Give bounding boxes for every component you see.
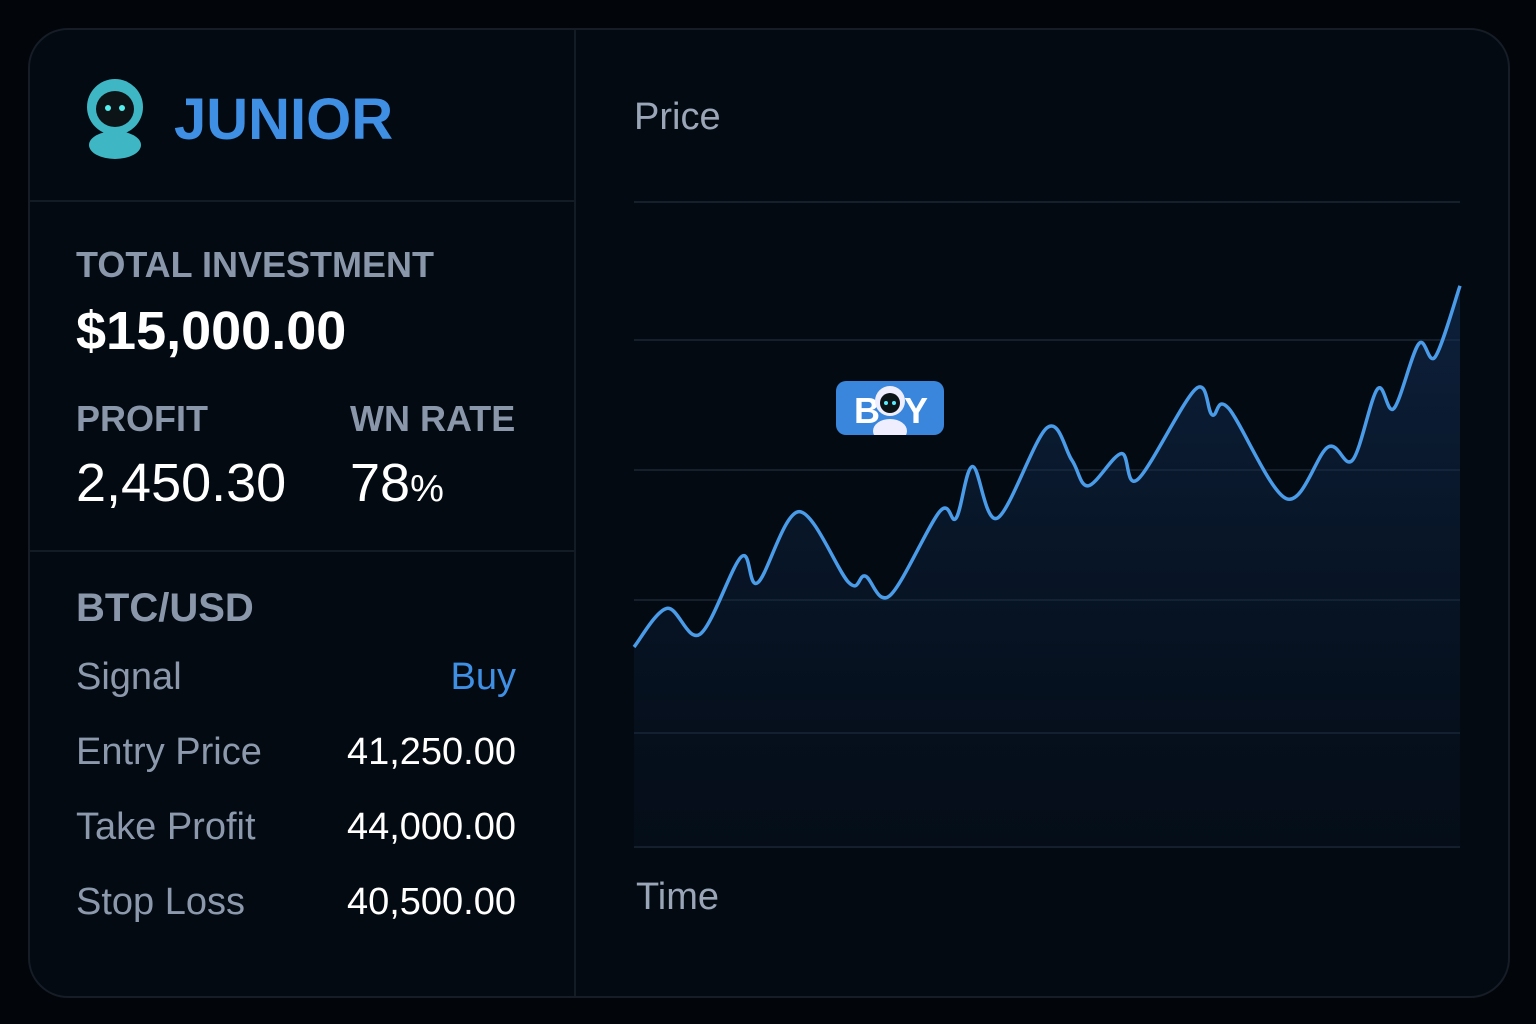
y-axis-label: Price [634, 96, 721, 138]
x-axis-label: Time [636, 876, 720, 918]
pair-label: BTC/USD [76, 586, 254, 630]
signal-row: Stop Loss 40,500.00 [76, 881, 516, 924]
row-value: 44,000.00 [346, 806, 516, 848]
profit-label: PROFIT [76, 398, 208, 439]
buy-signal-badge[interactable]: B Y [836, 381, 944, 435]
signal-row: Entry Price 41,250.00 [76, 731, 516, 774]
row-label: Entry Price [76, 731, 262, 773]
brand-header: JUNIOR [30, 30, 574, 202]
price-line [632, 285, 1462, 649]
signal-row: Signal Buy [76, 656, 516, 699]
row-value: Buy [450, 656, 516, 698]
win-rate-value: 78 [350, 453, 411, 513]
dashboard-card: JUNIOR TOTAL INVESTMENT $15,000.00 PROFI… [28, 28, 1510, 998]
price-area [634, 285, 1460, 848]
row-label: Stop Loss [76, 881, 245, 923]
total-investment-label: TOTAL INVESTMENT [76, 244, 435, 285]
win-rate-unit: % [410, 468, 444, 510]
price-chart [632, 201, 1462, 848]
stats-section: TOTAL INVESTMENT $15,000.00 PROFIT 2,450… [30, 200, 574, 552]
profit-value: 2,450.30 [76, 453, 287, 513]
row-value: 40,500.00 [346, 881, 516, 923]
left-panel: JUNIOR TOTAL INVESTMENT $15,000.00 PROFI… [30, 30, 576, 996]
robot-logo-icon [87, 79, 143, 159]
signal-row: Take Profit 44,000.00 [76, 806, 516, 849]
badge-letter-y: Y [904, 390, 929, 431]
brand-name: JUNIOR [174, 87, 394, 152]
row-value: 41,250.00 [346, 731, 516, 773]
robot-icon [873, 386, 907, 435]
row-label: Take Profit [76, 806, 256, 848]
total-investment-value: $15,000.00 [76, 301, 347, 361]
win-rate-label: WN RATE [350, 398, 516, 439]
row-label: Signal [76, 656, 182, 698]
